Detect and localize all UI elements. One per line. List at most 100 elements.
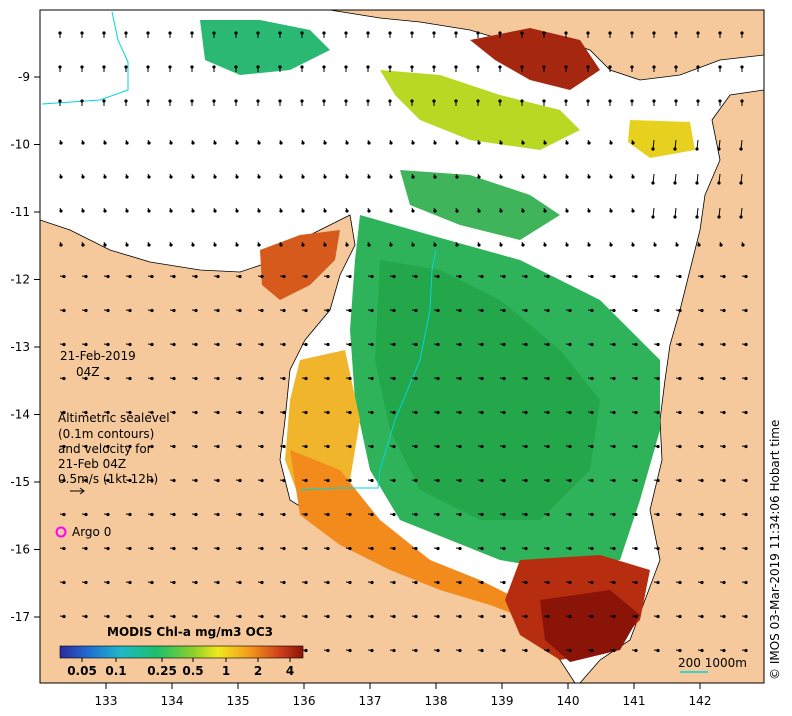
velocity-arrow-head <box>81 175 85 179</box>
velocity-arrow-head <box>521 141 525 145</box>
velocity-arrow-head <box>366 99 370 103</box>
velocity-arrow-head <box>739 181 743 185</box>
velocity-arrow-head <box>634 512 638 517</box>
velocity-arrow-head <box>103 141 107 145</box>
velocity-arrow-head <box>436 444 440 449</box>
velocity-arrow-head <box>433 243 437 247</box>
velocity-arrow-head <box>499 209 503 213</box>
velocity-arrow-head <box>480 614 484 619</box>
velocity-arrow-head <box>740 31 744 35</box>
velocity-arrow-head <box>717 181 721 185</box>
velocity-arrow-head <box>612 342 616 347</box>
velocity-arrow-head <box>502 274 506 279</box>
velocity-arrow-head <box>191 141 195 145</box>
velocity-arrow-head <box>520 31 524 35</box>
velocity-arrow-head <box>564 31 568 35</box>
velocity-arrow-head <box>524 478 528 483</box>
velocity-arrow-head <box>370 614 374 619</box>
velocity-arrow-head <box>106 478 110 483</box>
velocity-arrow-head <box>282 342 286 347</box>
velocity-arrow-head <box>414 648 418 653</box>
velocity-arrow-head <box>587 175 591 179</box>
velocity-arrow-head <box>502 308 506 313</box>
velocity-arrow-head <box>172 444 176 449</box>
velocity-arrow-head <box>476 31 480 35</box>
velocity-arrow-head <box>147 243 151 247</box>
velocity-arrow-head <box>524 614 528 619</box>
velocity-arrow-head <box>722 342 726 347</box>
velocity-arrow-head <box>455 209 459 213</box>
velocity-arrow-head <box>458 478 462 483</box>
velocity-arrow-head <box>410 65 414 69</box>
velocity-arrow-head <box>392 376 396 381</box>
velocity-arrow-head <box>323 209 327 213</box>
velocity-arrow-head <box>458 308 462 313</box>
velocity-arrow-head <box>718 99 722 103</box>
velocity-arrow-head <box>678 478 682 483</box>
x-tick-label: 134 <box>161 694 184 708</box>
velocity-arrow-head <box>58 99 62 103</box>
velocity-arrow-head <box>150 444 154 449</box>
velocity-arrow-head <box>410 31 414 35</box>
velocity-arrow-head <box>389 141 393 145</box>
velocity-arrow-head <box>542 31 546 35</box>
velocity-arrow-head <box>700 444 704 449</box>
velocity-arrow-head <box>213 175 217 179</box>
velocity-arrow-head <box>524 274 528 279</box>
velocity-arrow-head <box>304 410 308 415</box>
velocity-arrow-head <box>326 308 330 313</box>
velocity-arrow-head <box>392 342 396 347</box>
velocity-arrow-head <box>213 141 217 145</box>
velocity-arrow-head <box>656 342 660 347</box>
velocity-arrow-head <box>367 175 371 179</box>
velocity-arrow-head <box>172 376 176 381</box>
velocity-arrow-head <box>480 308 484 313</box>
velocity-arrow-head <box>344 99 348 103</box>
velocity-arrow-head <box>348 614 352 619</box>
velocity-arrow-head <box>432 99 436 103</box>
velocity-arrow-head <box>326 546 330 551</box>
velocity-arrow-head <box>612 478 616 483</box>
velocity-arrow-head <box>502 342 506 347</box>
x-tick-label: 136 <box>293 694 316 708</box>
velocity-arrow-head <box>524 308 528 313</box>
velocity-arrow-head <box>168 31 172 35</box>
legend-arrow <box>70 487 85 495</box>
x-tick-label: 142 <box>689 694 712 708</box>
velocity-arrow-head <box>62 444 66 449</box>
velocity-arrow-head <box>568 614 572 619</box>
velocity-arrow-head <box>62 274 66 279</box>
velocity-arrow-head <box>370 648 374 653</box>
velocity-arrow-head <box>678 444 682 449</box>
velocity-arrow-head <box>678 274 682 279</box>
velocity-arrow-head <box>323 243 327 247</box>
velocity-arrow-head <box>634 376 638 381</box>
velocity-arrow-head <box>344 65 348 69</box>
velocity-arrow-head <box>124 65 128 69</box>
velocity-arrow-head <box>739 215 743 219</box>
velocity-arrow-head <box>366 65 370 69</box>
velocity-arrow-head <box>590 512 594 517</box>
velocity-arrow-head <box>744 376 748 381</box>
velocity-arrow-head <box>103 209 107 213</box>
x-tick-label: 141 <box>623 694 646 708</box>
velocity-arrow-head <box>370 308 374 313</box>
velocity-arrow-head <box>590 410 594 415</box>
velocity-arrow-head <box>436 308 440 313</box>
velocity-arrow-head <box>521 209 525 213</box>
y-tick-label: -11 <box>10 205 30 219</box>
velocity-arrow-head <box>348 274 352 279</box>
velocity-arrow-head <box>128 614 132 619</box>
velocity-arrow-head <box>216 376 220 381</box>
velocity-arrow-head <box>103 175 107 179</box>
velocity-arrow-head <box>587 243 591 247</box>
velocity-arrow-head <box>590 580 594 585</box>
velocity-arrow-head <box>631 209 635 213</box>
velocity-arrow-head <box>432 31 436 35</box>
velocity-arrow-head <box>326 648 330 653</box>
velocity-arrow-head <box>700 478 704 483</box>
velocity-arrow-head <box>586 31 590 35</box>
velocity-arrow-head <box>674 65 678 69</box>
date-label: 21-Feb-2019 <box>60 349 136 363</box>
velocity-arrow-head <box>700 274 704 279</box>
